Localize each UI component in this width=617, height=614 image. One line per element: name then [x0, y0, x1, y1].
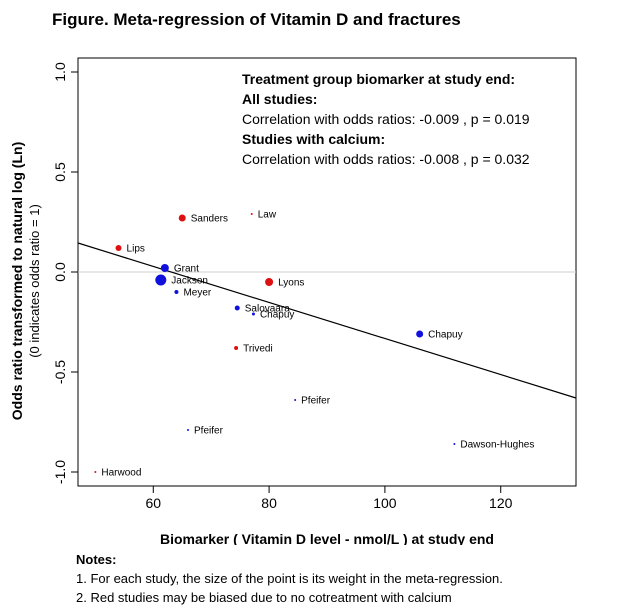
data-point — [174, 290, 179, 294]
notes-line-2: 2. Red studies may be biased due to no c… — [76, 590, 452, 605]
point-label: Jackson — [171, 276, 208, 287]
y-tick-label: -0.5 — [52, 360, 68, 384]
data-point — [416, 330, 424, 338]
point-label: Dawson-Hughes — [460, 440, 534, 451]
x-tick-label: 80 — [261, 495, 277, 511]
point-label: Chapuy — [260, 310, 294, 321]
annotation-line: Studies with calcium: — [242, 131, 385, 147]
annotation-line: All studies: — [242, 91, 317, 107]
y-tick-label: 0.5 — [52, 162, 68, 182]
data-point — [155, 274, 167, 286]
x-axis-label: Biomarker ( Vitamin D level - nmol/L ) a… — [160, 531, 494, 545]
y-tick-label: 1.0 — [52, 62, 68, 82]
data-point — [250, 213, 253, 215]
point-label: Grant — [174, 264, 199, 275]
annotation-line: Correlation with odds ratios: -0.009 , p… — [242, 111, 530, 127]
y-tick-label: 0.0 — [52, 262, 68, 282]
annotation-line: Correlation with odds ratios: -0.008 , p… — [242, 151, 530, 167]
data-point — [178, 214, 186, 222]
point-label: Pfeifer — [301, 396, 331, 407]
data-point — [251, 312, 255, 316]
data-point — [453, 443, 456, 445]
stats-annotation: Treatment group biomarker at study end: A… — [242, 71, 530, 167]
data-point — [265, 278, 274, 286]
data-point — [115, 245, 122, 251]
data-point — [234, 346, 239, 350]
data-point — [234, 305, 240, 311]
y-axis-label: Odds ratio transformed to natural log (L… — [9, 142, 25, 420]
point-label: Salovaara — [245, 304, 290, 315]
reference-lines — [77, 242, 577, 399]
point-label: Chapuy — [428, 330, 462, 341]
data-point — [160, 264, 169, 272]
regression-line — [77, 242, 577, 399]
y-tick-label: -1.0 — [52, 460, 68, 484]
x-tick-label: 60 — [145, 495, 161, 511]
figure-title: Figure. Meta-regression of Vitamin D and… — [52, 10, 461, 29]
point-label: Trivedi — [243, 344, 273, 355]
point-label: Sanders — [191, 214, 228, 225]
notes: Notes: 1. For each study, the size of th… — [76, 550, 503, 607]
annotation-line: Treatment group biomarker at study end: — [242, 71, 515, 87]
point-label: Pfeifer — [194, 426, 224, 437]
notes-heading: Notes: — [76, 552, 117, 567]
point-label: Meyer — [183, 288, 211, 299]
y-axis-sublabel: (0 indicates odds ratio = 1) — [27, 204, 42, 358]
point-label: Lyons — [278, 278, 304, 289]
point-label: Harwood — [101, 468, 141, 479]
scatter-chart: 60 80 100 120 -1.0 -0.5 0.0 0.5 1.0 Sanders Law Li… — [9, 57, 577, 545]
data-point — [187, 429, 190, 431]
x-tick-label: 100 — [373, 495, 397, 511]
x-tick-label: 120 — [489, 495, 513, 511]
point-label: Lips — [127, 244, 145, 255]
data-point — [94, 471, 97, 473]
notes-line-1: 1. For each study, the size of the point… — [76, 571, 503, 586]
data-point — [294, 399, 297, 401]
point-label: Law — [258, 210, 277, 221]
